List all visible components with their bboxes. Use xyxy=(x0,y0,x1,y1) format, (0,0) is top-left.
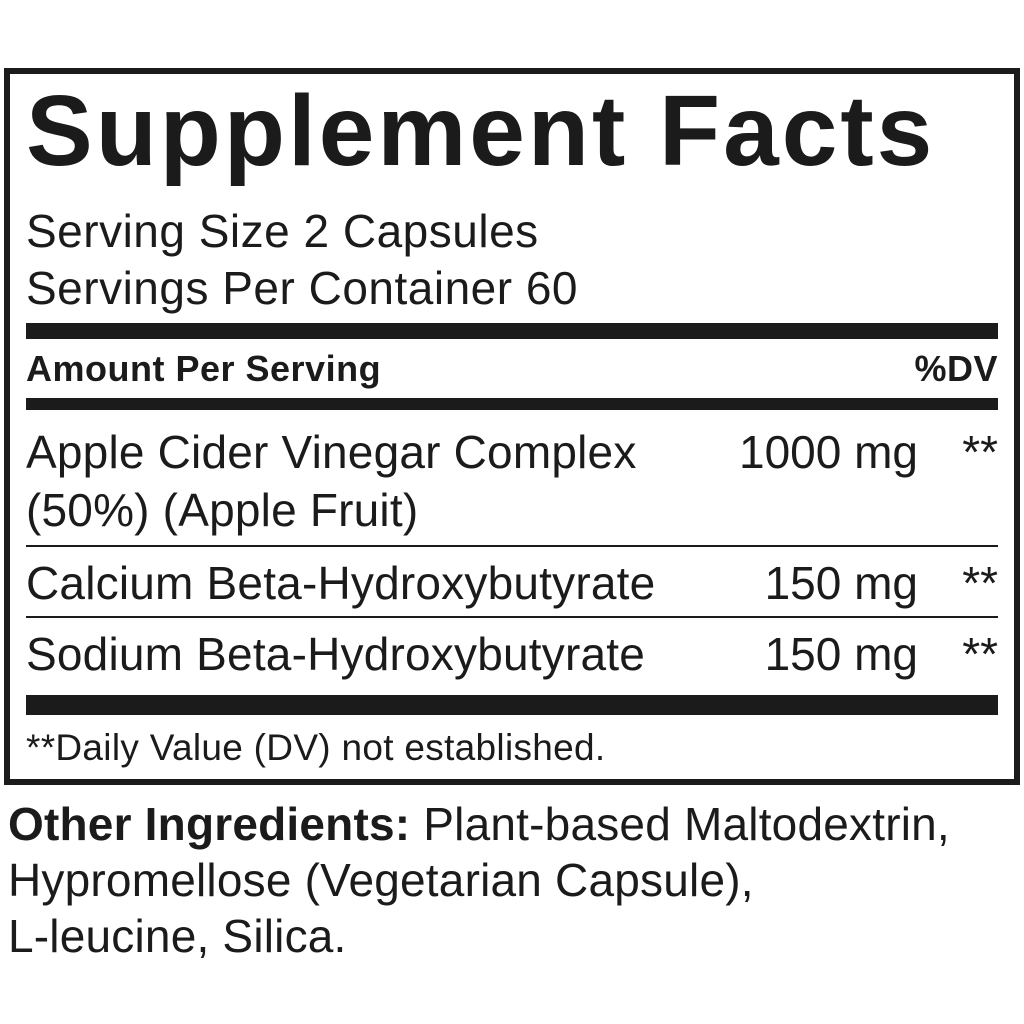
ingredient-dv: ** xyxy=(962,426,998,479)
row-divider xyxy=(26,545,998,548)
ingredient-dv: ** xyxy=(962,557,998,610)
serving-info: Serving Size 2 Capsules Servings Per Con… xyxy=(26,203,998,317)
other-ingredients-line2: Hypromellose (Vegetarian Capsule), xyxy=(8,854,754,907)
ingredient-dv: ** xyxy=(962,627,998,680)
supplement-facts-panel: Supplement Facts Serving Size 2 Capsules… xyxy=(4,68,1020,786)
other-ingredients-line1: Other Ingredients: Plant-based Maltodext… xyxy=(8,796,1022,852)
ingredient-row-apple-cider-vinegar: Apple Cider Vinegar Complex (50%) (Apple… xyxy=(26,410,998,545)
servings-per-container: Servings Per Container 60 xyxy=(26,262,579,315)
dv-footnote: **Daily Value (DV) not established. xyxy=(26,727,606,769)
other-ingredients-label: Other Ingredients: xyxy=(8,798,411,850)
dv-header: %DV xyxy=(914,348,998,390)
ingredient-amount: 150 mg xyxy=(764,627,918,680)
amount-per-serving-header: Amount Per Serving xyxy=(26,348,382,390)
panel-title: Supplement Facts xyxy=(26,75,936,187)
ingredient-name-line1: Apple Cider Vinegar Complex xyxy=(26,426,637,479)
row-divider xyxy=(26,615,998,618)
other-ingredients-text1: Plant-based Maltodextrin, xyxy=(423,798,950,850)
column-header-row: Amount Per Serving %DV xyxy=(26,339,998,398)
ingredient-amount: 1000 mg xyxy=(738,426,918,479)
ingredient-name: Apple Cider Vinegar Complex (50%) (Apple… xyxy=(26,424,718,539)
ingredient-row-calcium-bhb: Calcium Beta-Hydroxybutyrate 150 mg ** xyxy=(26,547,998,616)
medium-rule-under-header xyxy=(26,398,998,411)
other-ingredients-line3: L-leucine, Silica. xyxy=(8,910,347,963)
thick-rule-bottom xyxy=(26,695,998,716)
ingredient-name: Calcium Beta-Hydroxybutyrate xyxy=(26,557,656,610)
ingredient-name: Sodium Beta-Hydroxybutyrate xyxy=(26,627,646,680)
ingredient-amount: 150 mg xyxy=(764,557,918,610)
thick-rule-top xyxy=(26,323,998,340)
serving-size: Serving Size 2 Capsules xyxy=(26,205,539,257)
ingredient-row-sodium-bhb: Sodium Beta-Hydroxybutyrate 150 mg ** xyxy=(26,618,998,696)
other-ingredients-section: Other Ingredients: Plant-based Maltodext… xyxy=(8,796,1022,964)
ingredient-name-line2: (50%) (Apple Fruit) xyxy=(26,483,419,536)
